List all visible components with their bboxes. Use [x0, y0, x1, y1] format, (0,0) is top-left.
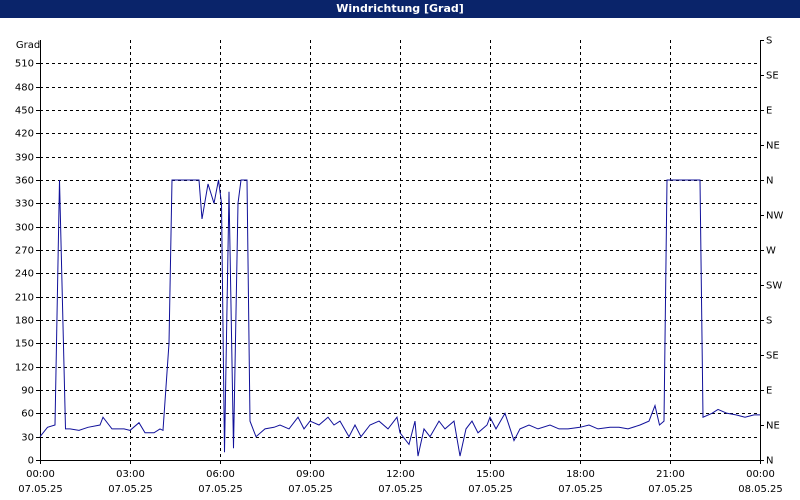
- y-tick-label: 510: [15, 59, 34, 70]
- y2-tick-label: E: [766, 386, 772, 397]
- y2-tick-label: S: [766, 36, 772, 47]
- y2-tick-label: N: [766, 456, 773, 467]
- title-bar: [0, 0, 800, 18]
- y2-tick-label: S: [766, 316, 772, 327]
- y2-tick-label: SW: [766, 281, 782, 292]
- y-tick-label: 300: [15, 223, 34, 234]
- y2-tick-label: SE: [766, 71, 779, 82]
- y-tick-label: 90: [21, 386, 34, 397]
- x-tick-label: 03:00: [116, 469, 145, 480]
- x-tick-date: 07.05.25: [558, 484, 603, 495]
- y-tick-label: 150: [15, 339, 34, 350]
- x-tick-label: 18:00: [566, 469, 595, 480]
- y-tick-label: 390: [15, 153, 34, 164]
- y2-tick-label: SE: [766, 351, 779, 362]
- x-tick-label: 21:00: [656, 469, 685, 480]
- y-tick-label: 420: [15, 129, 34, 140]
- x-tick-label: 15:00: [476, 469, 505, 480]
- x-tick-label: 06:00: [206, 469, 235, 480]
- x-tick-date: 07.05.25: [18, 484, 63, 495]
- y-tick-label: 360: [15, 176, 34, 187]
- x-tick-date: 07.05.25: [198, 484, 243, 495]
- x-tick-date: 07.05.25: [288, 484, 333, 495]
- y2-tick-label: W: [766, 246, 776, 257]
- y-tick-label: 480: [15, 83, 34, 94]
- x-tick-date: 07.05.25: [468, 484, 513, 495]
- y2-tick-label: N: [766, 176, 773, 187]
- y2-tick-label: NE: [766, 141, 780, 152]
- y-tick-label: 30: [21, 433, 34, 444]
- data-line: [39, 179, 760, 457]
- x-tick-label: 12:00: [386, 469, 415, 480]
- x-tick-date: 08.05.25: [738, 484, 783, 495]
- chart-title: Windrichtung [Grad]: [336, 2, 464, 15]
- y-tick-label: 270: [15, 246, 34, 257]
- y-axis-label: Grad: [16, 40, 40, 51]
- x-tick-label: 00:00: [26, 469, 55, 480]
- y-tick-label: 240: [15, 269, 34, 280]
- x-tick-label: 00:00: [746, 469, 775, 480]
- y-tick-label: 60: [21, 409, 34, 420]
- plot: 0 30 60 90 120 150 180 210 240 270 300 330 360 390 420…: [15, 36, 784, 496]
- y-tick-label: 450: [15, 106, 34, 117]
- y2-tick-label: NE: [766, 421, 780, 432]
- y-tick-label: 0: [28, 456, 34, 467]
- y-tick-label: 180: [15, 316, 34, 327]
- y-tick-label: 210: [15, 293, 34, 304]
- y-tick-label: 120: [15, 363, 34, 374]
- x-tick-date: 07.05.25: [378, 484, 423, 495]
- x-tick-label: 09:00: [296, 469, 325, 480]
- y2-tick-label: NW: [766, 211, 783, 222]
- x-tick-date: 07.05.25: [648, 484, 693, 495]
- x-tick-date: 07.05.25: [108, 484, 153, 495]
- y2-tick-label: E: [766, 106, 772, 117]
- y-tick-label: 330: [15, 199, 34, 210]
